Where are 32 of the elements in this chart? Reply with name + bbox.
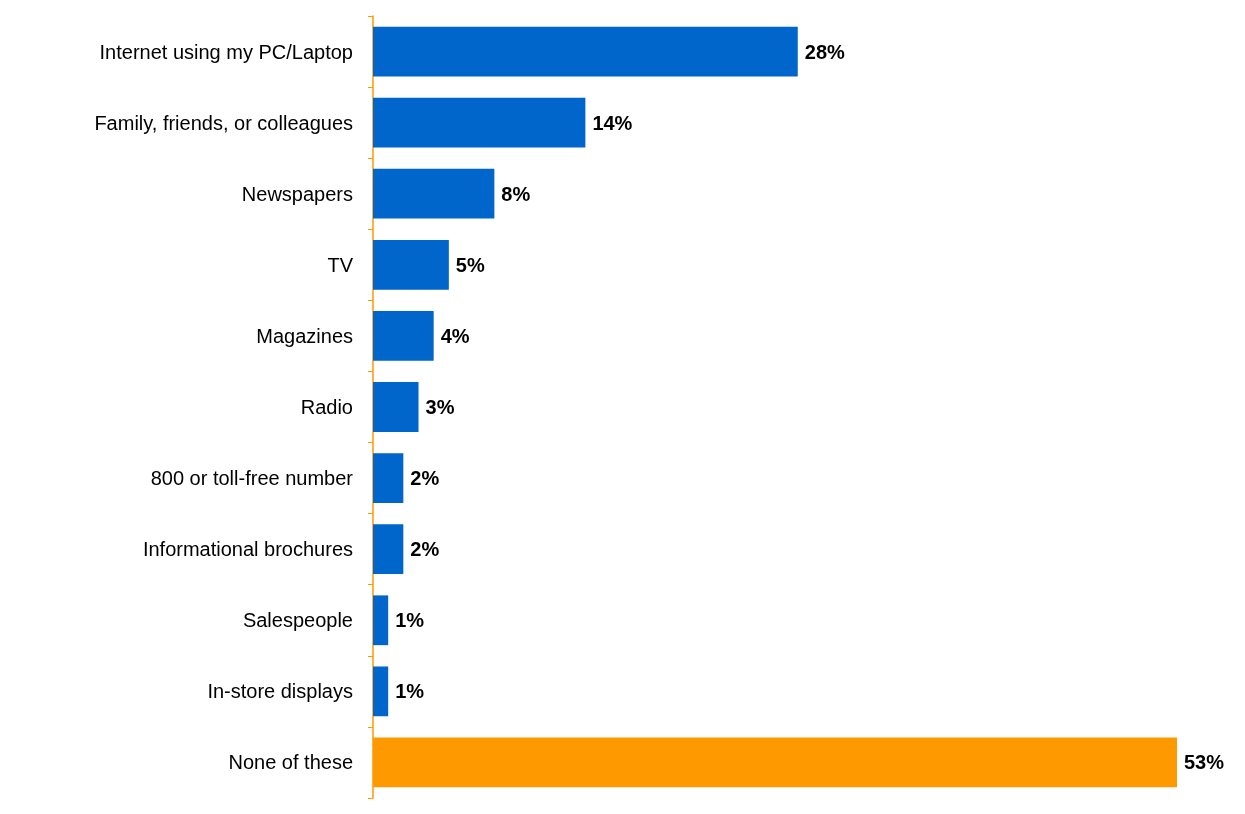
y-tick-label: Salespeople <box>242 609 353 632</box>
y-tick-label: Family, friends, or colleagues <box>94 111 353 134</box>
y-tick-label: Magazines <box>256 324 353 347</box>
data-label: 1% <box>395 609 425 632</box>
data-label: 3% <box>425 396 455 418</box>
y-tick-label: None of these <box>228 751 353 774</box>
data-label: 5% <box>455 253 485 276</box>
bar <box>373 168 495 219</box>
data-label: 53% <box>1184 751 1225 774</box>
data-label: 4% <box>440 324 470 347</box>
y-tick-label: Newspapers <box>241 182 353 205</box>
bar <box>373 97 586 148</box>
bar <box>373 239 449 290</box>
bar <box>373 453 404 503</box>
data-label: 28% <box>804 40 845 63</box>
data-label: 1% <box>395 680 425 703</box>
y-tick-label: Informational brochures <box>142 538 353 561</box>
y-tick-label: 800 or toll-free number <box>150 467 354 490</box>
y-tick-label: In-store displays <box>207 680 353 703</box>
data-label: 2% <box>410 538 440 561</box>
y-tick-label: Internet using my PC/Laptop <box>99 40 353 63</box>
y-tick-label: Radio <box>300 396 353 418</box>
y-tick-label: TV <box>327 253 354 276</box>
data-label: 2% <box>410 467 440 490</box>
data-label: 8% <box>501 182 531 205</box>
bar <box>373 595 389 646</box>
bar <box>373 382 419 432</box>
bar <box>373 311 434 361</box>
bar <box>373 26 798 77</box>
bar <box>373 666 389 717</box>
bar <box>373 524 404 575</box>
data-label: 14% <box>592 111 633 134</box>
